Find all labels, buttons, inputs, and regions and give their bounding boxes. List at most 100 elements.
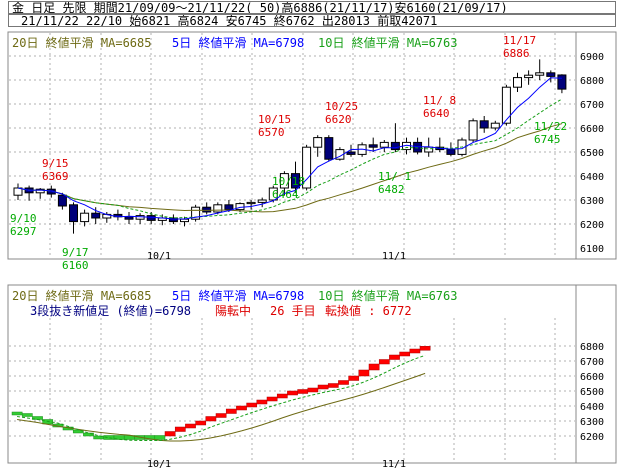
chart-header-latest-bar: 21/11/22 22/10 始6821 高6824 安6745 終6762 出… [8,14,616,27]
top-price-tick: 6100 [580,244,604,255]
candle-up [246,201,256,205]
bottom-price-tick: 6300 [580,417,604,428]
top-price-tick: 6800 [580,76,604,87]
candle-down [224,204,234,211]
bottom-price-tick: 6500 [580,387,604,398]
annotation-high-price: 6640 [423,107,450,120]
annotation-high-date: 9/15 [42,157,69,170]
top-date-tick: 11/1 [382,251,406,262]
annotation-high-date: 11/ 8 [423,94,456,107]
brick-up [327,383,339,388]
bottom-date-tick: 11/1 [382,459,406,470]
annotation-high-price: 6886 [503,47,530,60]
candle-down [479,120,489,129]
top-price-tick: 6400 [580,172,604,183]
brick-up [185,423,196,429]
candle-down [346,151,356,155]
candle-down [168,217,178,223]
bottom-price-tick: 6600 [580,372,604,383]
brick-up [256,399,268,405]
candle-down [557,74,567,90]
bottom-status-count: 26 手目 [270,304,316,318]
bottom-status-trend: 陽転中 [215,303,251,318]
candle-up [501,86,511,124]
candle-up [468,120,478,141]
annotation-high-price: 6620 [325,113,352,126]
bottom-price-tick: 6800 [580,342,604,353]
top-legend-ma5: 5日 終値平滑 MA=6798 [172,35,304,50]
annotation-low-date: 11/22 [534,120,567,133]
brick-up [389,354,400,360]
top-price-tick: 6500 [580,148,604,159]
bottom-legend-ma5: 5日 終値平滑 MA=6798 [172,288,304,303]
bottom-title: 3段抜き新値足 (終値)=6798 [30,303,191,318]
candle-down [124,216,134,220]
brick-up [246,402,258,408]
candle-down [91,212,101,219]
top-price-tick: 6300 [580,196,604,207]
bottom-date-tick: 10/1 [147,459,171,470]
candle-up [513,77,522,88]
annotation-low-date: 9/17 [62,246,89,259]
annotation-low-date: 11/ 1 [378,170,411,183]
candle-down [546,72,556,77]
bottom-price-tick: 6700 [580,357,604,368]
annotation-high-date: 11/17 [503,34,536,47]
bottom-price-tick: 6200 [580,432,604,443]
annotation-low-price: 6464 [272,188,299,201]
candle-down [368,144,378,148]
ma10-line [17,98,563,219]
annotation-low-date: 10/18 [272,175,305,188]
bottom-chart-frame [7,284,577,464]
top-legend-ma10: 10日 終値平滑 MA=6763 [318,35,457,50]
candle-up [535,72,545,76]
candle-up [213,204,223,213]
chart-header-summary: 金 日足 先限 期間21/09/09～21/11/22( 50)高6886(21… [8,1,616,14]
candle-up [268,187,278,201]
brick-up [307,387,319,393]
candle-up [490,122,500,129]
candle-up [180,218,189,223]
top-price-tick: 6600 [580,124,604,135]
annotation-low-date: 9/10 [10,212,37,225]
brick-down [83,432,94,437]
brick-up [358,369,370,377]
candle-down [291,173,300,189]
candle-up [424,146,434,153]
brick-up [225,408,237,414]
brick-up [348,375,360,381]
brick-up [266,396,278,402]
brick-up [368,363,380,371]
brick-up [287,390,298,396]
annotation-high-date: 10/15 [258,113,291,126]
annotation-low-price: 6160 [62,259,89,272]
candle-up [257,199,267,203]
candle-up [524,74,534,79]
brick-up [236,405,247,411]
annotation-low-price: 6482 [378,183,405,196]
bottom-legend-ma20: 20日 終値平滑 MA=6685 [12,288,151,303]
bottom-price-axis [575,284,617,464]
brick-up [174,426,186,432]
ma5-line [17,77,562,220]
top-price-axis [575,31,617,260]
brick-up [297,389,309,394]
brick-up [205,416,217,422]
candle-down [202,206,212,213]
brick-up [195,420,207,426]
brick-down [154,435,166,440]
annotation-high-date: 10/25 [325,100,358,113]
brick-up [276,393,288,399]
candle-up [302,146,312,189]
top-price-tick: 6700 [580,100,604,111]
brick-up [215,413,227,418]
annotation-low-price: 6297 [10,225,37,238]
candle-down [146,215,156,221]
brick-up [409,348,421,354]
bottom-legend-ma10: 10日 終値平滑 MA=6763 [318,288,457,303]
top-legend-ma20: 20日 終値平滑 MA=6685 [12,35,151,50]
annotation-low-price: 6745 [534,133,561,146]
annotation-high-price: 6369 [42,170,69,183]
candle-up [279,173,289,189]
